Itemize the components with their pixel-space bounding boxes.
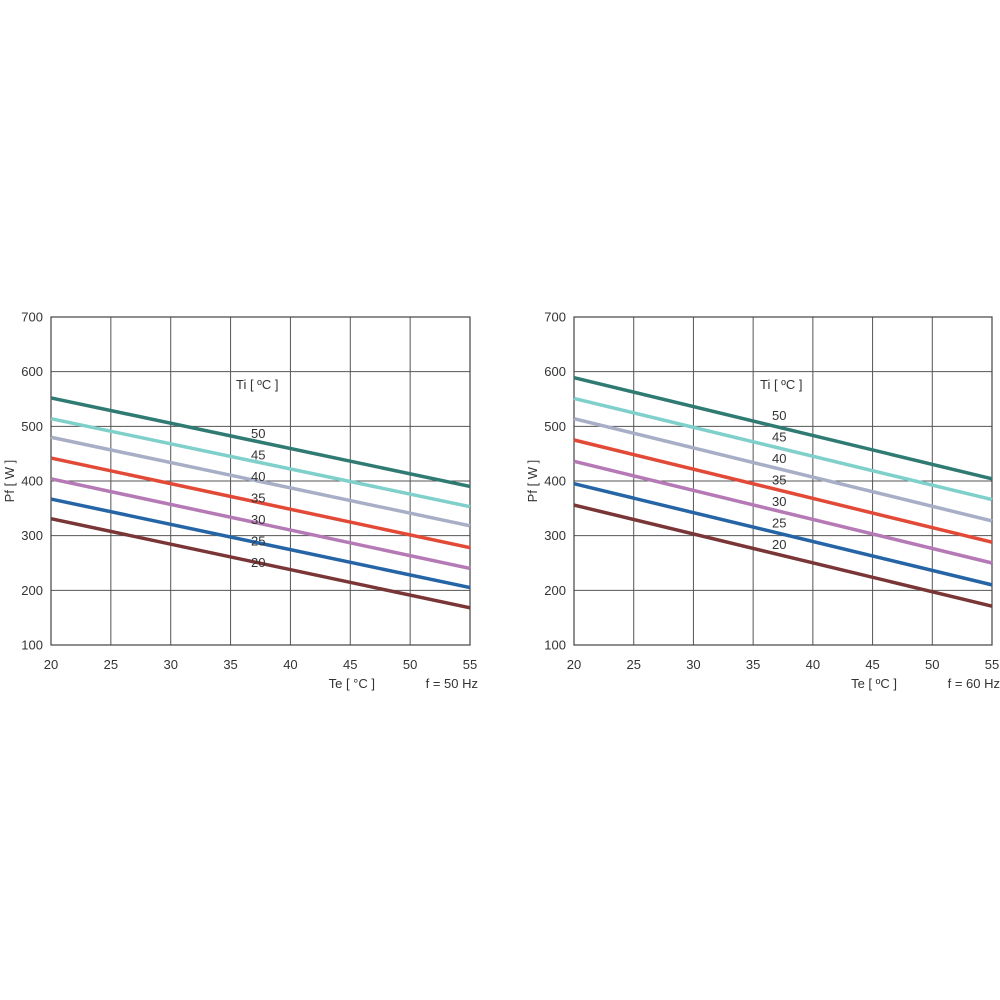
series-label-30: 30 xyxy=(772,494,786,509)
x-tick-label: 55 xyxy=(463,657,477,672)
x-tick-label: 30 xyxy=(163,657,177,672)
x-tick-label: 55 xyxy=(985,657,999,672)
series-label-50: 50 xyxy=(251,426,265,441)
y-tick-label: 300 xyxy=(544,528,566,543)
x-tick-label: 45 xyxy=(343,657,357,672)
frequency-label: f = 60 Hz xyxy=(948,676,1000,691)
series-line-20 xyxy=(50,517,471,610)
x-tick-label: 50 xyxy=(925,657,939,672)
y-tick-label: 200 xyxy=(544,583,566,598)
series-line-30 xyxy=(50,477,471,571)
series-label-45: 45 xyxy=(251,448,265,463)
series-label-35: 35 xyxy=(251,491,265,506)
series-line-30 xyxy=(573,459,993,565)
plot-frame xyxy=(50,316,471,646)
series-label-40: 40 xyxy=(772,451,786,466)
x-tick-label: 45 xyxy=(865,657,879,672)
series-label-35: 35 xyxy=(772,473,786,488)
y-tick-label: 500 xyxy=(544,419,566,434)
y-tick-label: 100 xyxy=(21,638,43,653)
x-tick-label: 30 xyxy=(686,657,700,672)
y-tick-label: 400 xyxy=(21,474,43,489)
x-tick-label: 40 xyxy=(806,657,820,672)
x-tick-label: 20 xyxy=(567,657,581,672)
y-tick-label: 100 xyxy=(544,638,566,653)
series-label-25: 25 xyxy=(772,516,786,531)
series-line-35 xyxy=(50,456,471,550)
series-line-40 xyxy=(50,435,471,528)
legend-title: Ti [ ºC ] xyxy=(760,377,803,392)
series-line-35 xyxy=(573,438,993,544)
chart-2: 20 25 30 35 40 45 50 55 100 200 300 400 500 600 700 Ti … xyxy=(525,310,1000,692)
x-tick-label: 25 xyxy=(104,657,118,672)
y-tick-label: 400 xyxy=(544,474,566,489)
frequency-label: f = 50 Hz xyxy=(426,676,478,691)
series-line-40 xyxy=(573,416,993,523)
series-line-50 xyxy=(573,375,993,481)
series-label-30: 30 xyxy=(251,512,265,527)
series-line-50 xyxy=(50,396,471,489)
series-label-45: 45 xyxy=(772,430,786,445)
x-tick-label: 35 xyxy=(223,657,237,672)
y-tick-label: 700 xyxy=(21,310,43,325)
y-tick-label: 200 xyxy=(21,583,43,598)
x-tick-label: 50 xyxy=(403,657,417,672)
x-axis-title: Te [ °C ] xyxy=(329,676,375,691)
y-axis-title: Pf [ W ] xyxy=(2,460,17,503)
series-line-20 xyxy=(573,503,993,608)
series-label-25: 25 xyxy=(251,534,265,549)
series-label-40: 40 xyxy=(251,469,265,484)
series-line-45 xyxy=(50,416,471,509)
x-tick-label: 35 xyxy=(746,657,760,672)
y-axis-title: Pf [ W ] xyxy=(525,460,540,503)
y-tick-label: 700 xyxy=(544,310,566,325)
x-tick-label: 40 xyxy=(283,657,297,672)
x-tick-label: 25 xyxy=(626,657,640,672)
series-line-45 xyxy=(573,396,993,502)
chart-1: 20 25 30 35 40 45 50 55 100 200 300 400 500 600 700 Ti … xyxy=(2,310,478,692)
series-line-25 xyxy=(50,497,471,590)
y-tick-label: 500 xyxy=(21,419,43,434)
plot-frame xyxy=(573,316,993,646)
y-tick-label: 600 xyxy=(544,364,566,379)
series-label-20: 20 xyxy=(772,537,786,552)
y-tick-label: 600 xyxy=(21,364,43,379)
x-tick-label: 20 xyxy=(44,657,58,672)
series-line-25 xyxy=(573,482,993,587)
legend-title: Ti [ ºC ] xyxy=(236,377,279,392)
series-label-50: 50 xyxy=(772,408,786,423)
series-label-20: 20 xyxy=(251,555,265,570)
x-axis-title: Te [ ºC ] xyxy=(851,676,897,691)
y-tick-label: 300 xyxy=(21,528,43,543)
